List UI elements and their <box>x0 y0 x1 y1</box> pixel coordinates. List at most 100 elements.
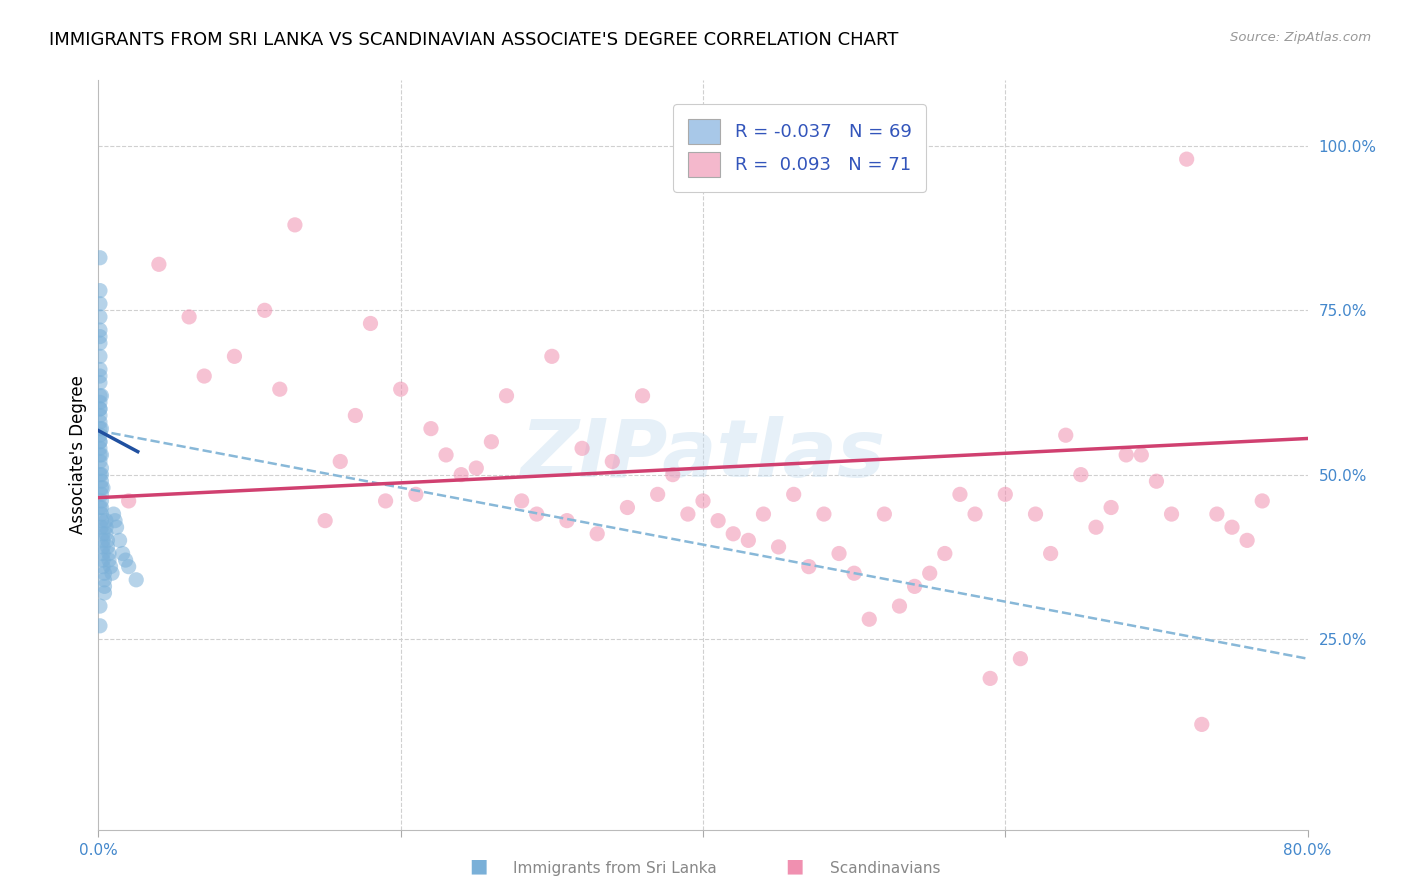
Point <box>1191 717 1213 731</box>
Text: ■: ■ <box>468 857 488 876</box>
Point <box>98 553 121 567</box>
Point <box>91 533 114 548</box>
Point <box>965 507 987 521</box>
Point <box>89 251 111 265</box>
Point <box>98 547 121 561</box>
Point <box>1099 500 1122 515</box>
Point <box>90 514 112 528</box>
Point <box>1010 651 1032 665</box>
Point <box>89 401 111 416</box>
Point <box>90 389 112 403</box>
Point <box>269 382 291 396</box>
Point <box>723 526 745 541</box>
Point <box>1236 533 1258 548</box>
Point <box>510 494 533 508</box>
Point <box>224 349 246 363</box>
Point <box>94 514 117 528</box>
Point <box>90 520 112 534</box>
Point <box>949 487 972 501</box>
Point <box>93 573 115 587</box>
Point <box>108 533 131 548</box>
Point <box>91 553 114 567</box>
Point <box>571 442 593 456</box>
Point <box>118 494 141 508</box>
Point <box>89 428 111 442</box>
Point <box>89 362 111 376</box>
Point <box>90 487 112 501</box>
Text: IMMIGRANTS FROM SRI LANKA VS SCANDINAVIAN ASSOCIATE'S DEGREE CORRELATION CHART: IMMIGRANTS FROM SRI LANKA VS SCANDINAVIA… <box>49 31 898 49</box>
Point <box>93 566 115 581</box>
Point <box>89 401 111 416</box>
Point <box>374 494 396 508</box>
Point <box>389 382 412 396</box>
Point <box>96 540 118 554</box>
Point <box>314 514 336 528</box>
Point <box>104 514 127 528</box>
Point <box>692 494 714 508</box>
Point <box>90 481 112 495</box>
Text: Source: ZipAtlas.com: Source: ZipAtlas.com <box>1230 31 1371 45</box>
Point <box>89 395 111 409</box>
Point <box>797 559 820 574</box>
Point <box>93 579 115 593</box>
Point <box>420 422 443 436</box>
Point <box>94 520 117 534</box>
Point <box>90 494 112 508</box>
Point <box>89 389 111 403</box>
Point <box>94 526 117 541</box>
Point <box>828 547 851 561</box>
Point <box>1039 547 1062 561</box>
Point <box>89 349 111 363</box>
Point <box>979 672 1001 686</box>
Point <box>90 474 112 488</box>
Point <box>89 467 111 482</box>
Point <box>1070 467 1092 482</box>
Point <box>90 507 112 521</box>
Point <box>858 612 880 626</box>
Point <box>465 461 488 475</box>
Point <box>1175 152 1198 166</box>
Point <box>89 297 111 311</box>
Text: Immigrants from Sri Lanka: Immigrants from Sri Lanka <box>513 861 717 876</box>
Point <box>91 540 114 554</box>
Point <box>344 409 367 423</box>
Point <box>405 487 427 501</box>
Point <box>90 422 112 436</box>
Point <box>631 389 654 403</box>
Text: ZIPatlas: ZIPatlas <box>520 416 886 494</box>
Point <box>193 369 215 384</box>
Point <box>1144 474 1167 488</box>
Point <box>114 553 136 567</box>
Point <box>111 547 134 561</box>
Point <box>179 310 201 324</box>
Point <box>918 566 941 581</box>
Point <box>89 310 111 324</box>
Point <box>889 599 911 613</box>
Point <box>91 481 114 495</box>
Point <box>752 507 775 521</box>
Legend: R = -0.037   N = 69, R =  0.093   N = 71: R = -0.037 N = 69, R = 0.093 N = 71 <box>673 104 927 192</box>
Point <box>1206 507 1229 521</box>
Point <box>481 434 503 449</box>
Point <box>360 317 382 331</box>
Point <box>737 533 759 548</box>
Point <box>707 514 730 528</box>
Point <box>647 487 669 501</box>
Point <box>90 448 112 462</box>
Point <box>450 467 472 482</box>
Point <box>89 409 111 423</box>
Point <box>676 507 699 521</box>
Point <box>934 547 956 561</box>
Point <box>125 573 148 587</box>
Point <box>89 500 111 515</box>
Point <box>89 323 111 337</box>
Point <box>148 257 170 271</box>
Point <box>602 454 624 468</box>
Point <box>284 218 307 232</box>
Point <box>253 303 276 318</box>
Point <box>844 566 866 581</box>
Point <box>118 559 141 574</box>
Point <box>661 467 683 482</box>
Point <box>89 369 111 384</box>
Point <box>1130 448 1153 462</box>
